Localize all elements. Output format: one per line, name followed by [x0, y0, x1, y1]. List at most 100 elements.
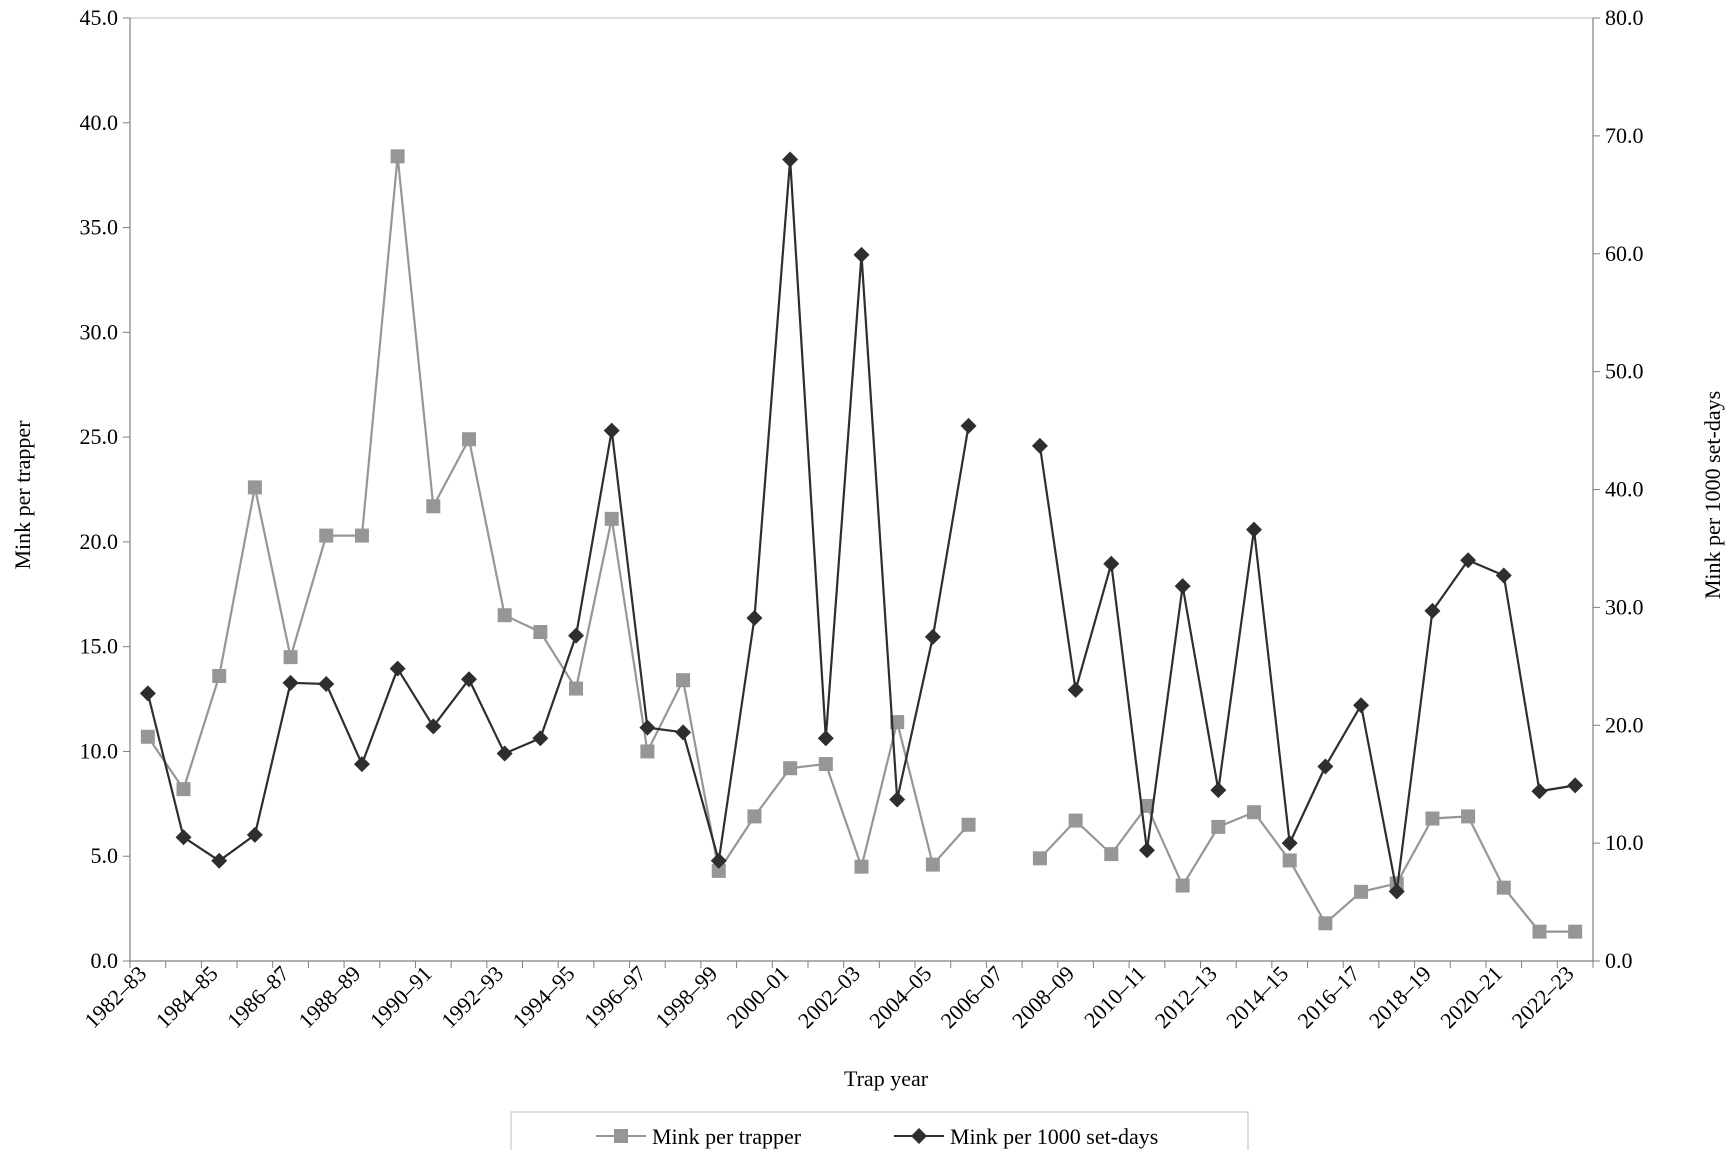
data-point-square: [1568, 924, 1583, 939]
series-line-mink-per-trapper: [1039, 804, 1576, 933]
data-point-diamond: [1031, 437, 1048, 454]
data-point-diamond: [639, 719, 656, 736]
y-axis-right-title: Mink per 1000 set-days: [1700, 391, 1725, 599]
legend-item-mink-per-1000-set-days: Mink per 1000 set-days: [894, 1124, 1158, 1149]
data-point-diamond: [960, 417, 977, 434]
data-point-square: [1318, 916, 1333, 931]
data-point-diamond: [1495, 567, 1512, 584]
axes: 0.0 5.0 10.0 15.0 20.0 25.0 30.0 35.0 40.0 45.0 0.…: [79, 5, 1643, 1033]
y-left-tick-label: 0.0: [91, 948, 119, 973]
data-point-diamond: [710, 852, 727, 869]
data-point-diamond: [282, 674, 299, 691]
data-point-square: [1425, 811, 1440, 826]
data-point-square: [1461, 809, 1476, 824]
series-mink-per-trapper: [140, 149, 1583, 939]
y-axis-left-title: Mink per trapper: [10, 420, 35, 570]
data-point-diamond: [1246, 521, 1263, 538]
data-point-square: [247, 480, 262, 495]
y-left-tick-label: 30.0: [80, 319, 119, 344]
x-tick-label: 2014–15: [1221, 961, 1293, 1033]
y-right-tick-label: 70.0: [1605, 123, 1644, 148]
x-tick-label: 1990–91: [365, 961, 437, 1033]
data-point-square: [711, 863, 726, 878]
data-point-diamond: [853, 246, 870, 263]
data-point-square: [818, 757, 833, 772]
y-right-tick-label: 40.0: [1605, 477, 1644, 502]
data-point-square: [1175, 878, 1190, 893]
data-point-square: [1068, 813, 1083, 828]
data-point-diamond: [139, 685, 156, 702]
x-tick-label: 1998–99: [650, 961, 722, 1033]
y-right-tick-label: 10.0: [1605, 830, 1644, 855]
data-point-diamond: [1353, 697, 1370, 714]
data-point-square: [497, 608, 512, 623]
data-point-diamond: [425, 718, 442, 735]
data-point-diamond: [1388, 883, 1405, 900]
x-tick-label: 2020–21: [1435, 961, 1507, 1033]
series-mink-per-1000-set-days: [139, 151, 1584, 900]
y-left-tick-label: 40.0: [80, 110, 119, 135]
data-point-square: [426, 499, 441, 514]
y-left-tick-label: 5.0: [91, 843, 119, 868]
x-tick-label: 1994–95: [507, 961, 579, 1033]
y-right-tick-label: 30.0: [1605, 594, 1644, 619]
data-point-square: [890, 715, 905, 730]
data-point-square: [533, 624, 548, 639]
x-tick-label: 1988–89: [293, 961, 365, 1033]
data-point-square: [1354, 884, 1369, 899]
data-point-diamond: [532, 730, 549, 747]
x-tick-label: 1992–93: [436, 961, 508, 1033]
x-tick-label: 2006–07: [936, 961, 1008, 1033]
y-right-tick-label: 50.0: [1605, 359, 1644, 384]
data-point-diamond: [675, 724, 692, 741]
data-point-square: [1247, 805, 1262, 820]
data-point-diamond: [175, 829, 192, 846]
x-tick-label: 2000–01: [722, 961, 794, 1033]
data-point-square: [783, 761, 798, 776]
data-point-square: [747, 809, 762, 824]
data-point-diamond: [1424, 602, 1441, 619]
legend-label-mink-per-1000-set-days: Mink per 1000 set-days: [950, 1124, 1158, 1149]
data-point-square: [283, 650, 298, 665]
data-point-diamond: [1067, 681, 1084, 698]
x-tick-label: 2012–13: [1150, 961, 1222, 1033]
data-point-square: [925, 857, 940, 872]
data-point-diamond: [211, 852, 228, 869]
data-point-diamond: [782, 151, 799, 168]
data-point-square: [390, 149, 405, 164]
data-point-square: [212, 669, 227, 684]
y-right-tick-label: 80.0: [1605, 5, 1644, 30]
x-tick-label: 2018–19: [1364, 961, 1436, 1033]
data-point-square: [1211, 819, 1226, 834]
x-tick-label: 2002–03: [793, 961, 865, 1033]
y-left-tick-label: 10.0: [80, 738, 119, 763]
data-point-diamond: [246, 826, 263, 843]
data-point-diamond: [1281, 835, 1298, 852]
legend-item-mink-per-trapper: Mink per trapper: [596, 1124, 802, 1149]
data-point-diamond: [817, 730, 834, 747]
data-point-square: [1282, 853, 1297, 868]
legend-marker-square-icon: [614, 1129, 628, 1143]
data-point-diamond: [603, 422, 620, 439]
series-line-mink-per-1000-set-days: [1038, 445, 1576, 893]
series-layer: [139, 149, 1584, 939]
data-point-diamond: [460, 671, 477, 688]
data-point-diamond: [1460, 552, 1477, 569]
data-point-square: [1532, 924, 1547, 939]
data-point-diamond: [1567, 777, 1584, 794]
data-point-diamond: [389, 660, 406, 677]
data-point-diamond: [1174, 578, 1191, 595]
data-point-diamond: [1138, 842, 1155, 859]
data-point-square: [319, 528, 334, 543]
plot-area: [129, 17, 1594, 962]
y-left-tick-label: 20.0: [80, 529, 119, 554]
series-line-mink-per-1000-set-days: [146, 158, 970, 862]
data-point-square: [676, 673, 691, 688]
x-tick-label: 2016–17: [1292, 961, 1364, 1033]
data-point-diamond: [889, 791, 906, 808]
data-point-diamond: [318, 675, 335, 692]
data-point-square: [176, 782, 191, 797]
data-point-square: [569, 681, 584, 696]
data-point-diamond: [568, 627, 585, 644]
